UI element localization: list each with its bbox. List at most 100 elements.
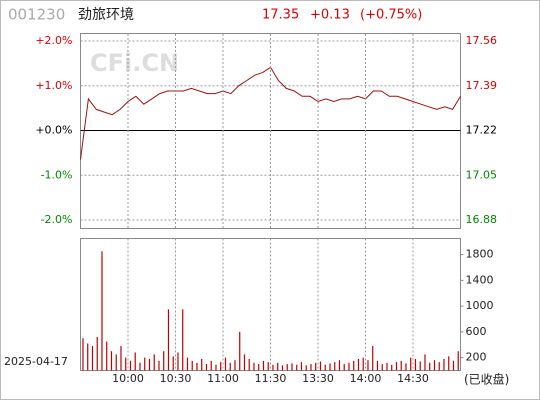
volume-bar: [277, 362, 279, 371]
volume-bar: [410, 357, 412, 371]
y2-tick-label: -2.0%: [41, 213, 73, 226]
volume-bar: [424, 354, 426, 371]
volume-bar: [362, 357, 364, 371]
volume-bar: [414, 358, 417, 371]
volume-bar: [201, 358, 203, 371]
volume-bar: [163, 351, 165, 371]
volume-bar: [234, 360, 236, 371]
volume-bar: [391, 364, 393, 371]
volume-bar: [433, 360, 436, 371]
volume-bar: [315, 362, 317, 371]
y-tick-label: 17.39: [466, 79, 498, 92]
volume-bar: [91, 346, 94, 371]
y-tick-label: 200: [466, 351, 487, 364]
volume-bar: [258, 364, 260, 371]
y-tick-label: 1000: [466, 299, 494, 312]
volume-bar: [87, 343, 89, 371]
volume-bar: [196, 362, 198, 371]
y-tick-label: 1400: [466, 273, 494, 286]
volume-bar: [210, 360, 212, 371]
volume-bar: [443, 358, 445, 371]
volume-bar: [120, 346, 122, 371]
volume-bar: [310, 364, 312, 371]
volume-bar: [106, 341, 108, 371]
volume-bar: [457, 351, 459, 371]
x-tick-label: 11:00: [207, 372, 239, 385]
volume-bar: [139, 362, 141, 371]
y2-tick-label: +1.0%: [35, 79, 72, 92]
volume-bar: [191, 360, 193, 371]
volume-bar: [438, 362, 440, 371]
stock-name: 劲旅环境: [78, 7, 134, 23]
y-tick-label: 17.05: [466, 168, 498, 181]
volume-bar: [291, 363, 293, 371]
volume-bar: [405, 363, 407, 371]
volume-bar: [144, 357, 146, 371]
y2-tick-label: -1.0%: [41, 168, 73, 181]
volume-bar: [319, 361, 322, 371]
volume-bar: [267, 362, 269, 371]
volume-bar: [286, 364, 288, 371]
volume-bar: [158, 360, 160, 371]
volume-bar: [115, 354, 117, 371]
volume-bar: [353, 360, 355, 371]
volume-bar: [324, 364, 326, 371]
volume-bar: [134, 352, 136, 371]
volume-bar: [281, 365, 284, 371]
volume-bar: [272, 364, 274, 371]
volume-bar: [153, 354, 155, 371]
volume-bar: [300, 362, 303, 371]
x-tick-label: 10:30: [160, 372, 192, 385]
volume-bar: [296, 364, 298, 371]
volume-bar: [96, 337, 98, 371]
x-tick-label: 14:00: [350, 372, 382, 385]
volume-bar: [400, 360, 402, 371]
volume-bar: [376, 360, 379, 371]
y-tick-label: 600: [466, 325, 487, 338]
volume-bar: [243, 354, 246, 371]
volume-bar: [182, 309, 184, 371]
volume-bar: [334, 362, 336, 371]
volume-bar: [386, 362, 388, 371]
volume-bar: [348, 362, 350, 371]
y2-tick-label: +2.0%: [35, 34, 72, 47]
volume-bar: [367, 360, 369, 371]
volume-bar: [215, 364, 217, 371]
volume-bar: [372, 346, 374, 371]
volume-bar: [253, 362, 255, 371]
volume-bar: [262, 360, 265, 371]
volume-bar: [381, 364, 383, 371]
volume-bar: [224, 357, 227, 371]
volume-bar: [305, 365, 307, 371]
date: 2025-04-17: [4, 355, 68, 368]
volume-bar: [220, 362, 222, 371]
y-tick-label: 16.88: [466, 213, 498, 226]
volume-bar: [172, 356, 174, 371]
x-tick-label: 11:30: [255, 372, 287, 385]
stock-code: 001230: [8, 6, 65, 24]
volume-bar: [239, 331, 241, 371]
x-tick-label: 10:00: [112, 372, 144, 385]
y-tick-label: 1800: [466, 248, 494, 261]
x-tick-label: 14:30: [397, 372, 429, 385]
volume-bar: [343, 364, 345, 371]
volume-bar: [205, 364, 208, 371]
y2-tick-label: +0.0%: [35, 124, 72, 137]
watermark: CFi.CN: [90, 49, 179, 77]
volume-bar: [395, 362, 398, 371]
volume-bar: [338, 360, 341, 371]
volume-bar: [229, 362, 231, 371]
change-pct: (+0.75%): [360, 8, 422, 23]
y-tick-label: 17.22: [466, 124, 498, 137]
volume-bar: [82, 338, 84, 371]
status: (已收盘): [464, 372, 509, 387]
volume-bar: [419, 361, 421, 371]
volume-bar: [101, 251, 103, 371]
volume-bar: [452, 360, 455, 371]
x-tick-label: 13:30: [302, 372, 334, 385]
volume-bar: [148, 358, 151, 371]
volume-bar: [110, 351, 113, 371]
volume-bar: [429, 362, 431, 371]
change: +0.13: [310, 8, 350, 23]
